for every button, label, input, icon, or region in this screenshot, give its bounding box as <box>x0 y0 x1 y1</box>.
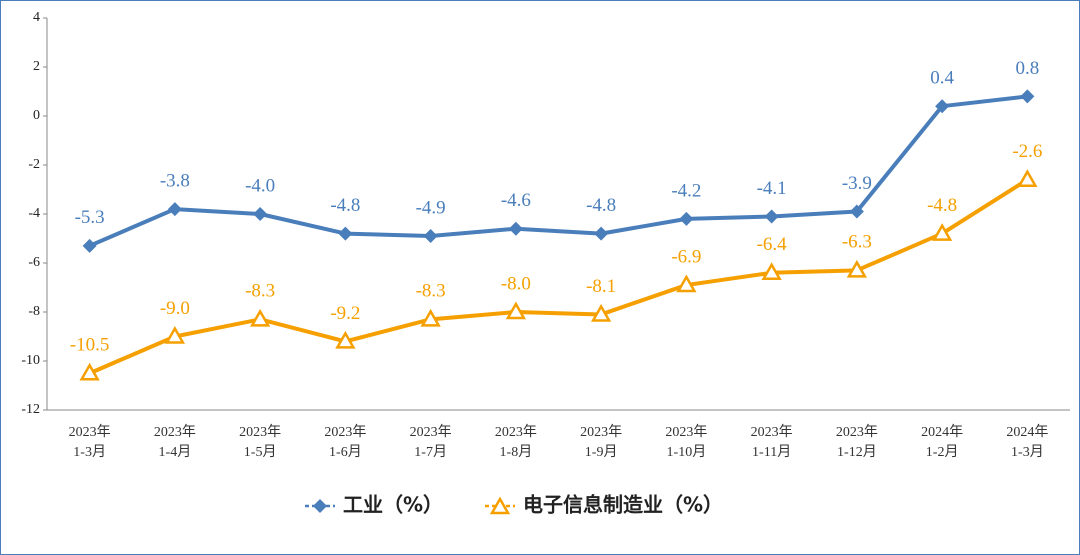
x-tick-label: 1-6月 <box>329 444 362 460</box>
marker <box>935 99 950 114</box>
marker <box>846 259 868 278</box>
x-tick-label: 2023年 <box>751 424 793 440</box>
x-tick-label: 1-8月 <box>500 444 533 460</box>
legend-label: 工业（%） <box>343 493 443 517</box>
y-tick-label: 0 <box>33 108 40 123</box>
value-label: -8.3 <box>245 281 275 302</box>
value-label: -5.3 <box>75 207 105 228</box>
value-label: -9.0 <box>160 298 190 319</box>
value-label: -8.1 <box>586 276 616 297</box>
value-label: -2.6 <box>1012 141 1042 162</box>
marker <box>420 308 441 327</box>
value-label: -4.0 <box>245 175 275 196</box>
marker <box>423 229 438 244</box>
marker <box>82 238 97 253</box>
series-line <box>88 94 1028 248</box>
x-tick-label: 2023年 <box>239 424 281 440</box>
marker <box>79 362 100 381</box>
value-label: -3.8 <box>160 170 190 191</box>
marker <box>590 303 612 322</box>
value-label: -4.9 <box>416 197 446 218</box>
marker <box>167 202 182 217</box>
x-tick-label: 2023年 <box>154 424 196 440</box>
value-label: -4.8 <box>927 195 957 216</box>
x-tick-label: 1-2月 <box>926 444 959 460</box>
x-tick-label: 1-9月 <box>585 444 618 460</box>
y-tick-label: -2 <box>28 157 40 172</box>
legend-marker <box>489 496 511 515</box>
value-label: -8.0 <box>501 273 531 294</box>
y-tick-label: -4 <box>28 206 40 221</box>
value-label: -10.5 <box>70 335 110 356</box>
x-tick-label: 2023年 <box>324 424 366 440</box>
x-tick-label: 1-3月 <box>73 444 106 460</box>
marker <box>253 207 268 221</box>
x-tick-label: 1-3月 <box>1011 444 1044 460</box>
marker <box>508 221 523 236</box>
marker <box>164 325 186 344</box>
y-tick-label: 4 <box>33 10 40 25</box>
x-tick-label: 1-10月 <box>667 444 707 460</box>
legend-label: 电子信息制造业（%） <box>523 493 723 517</box>
x-tick-label: 2024年 <box>1006 424 1048 440</box>
marker <box>1017 169 1038 187</box>
value-label: -6.3 <box>842 232 872 253</box>
x-tick-label: 1-5月 <box>244 444 277 460</box>
x-tick-label: 1-12月 <box>837 444 877 460</box>
x-tick-label: 2023年 <box>410 424 452 440</box>
value-label: -6.4 <box>757 234 788 255</box>
value-label: -4.8 <box>586 195 616 216</box>
y-tick-label: -6 <box>28 255 40 270</box>
series-line <box>88 178 1029 376</box>
value-label: -3.9 <box>842 173 872 194</box>
y-tick-label: -10 <box>21 353 40 368</box>
x-tick-label: 2023年 <box>665 424 707 440</box>
y-tick-label: -12 <box>21 402 40 417</box>
value-label: 0.8 <box>1016 58 1040 79</box>
legend-marker <box>313 499 327 513</box>
marker <box>249 308 271 327</box>
x-tick-label: 1-4月 <box>159 444 192 460</box>
x-tick-label: 2023年 <box>836 424 878 440</box>
marker <box>505 301 527 320</box>
marker <box>676 274 697 293</box>
y-tick-label: 2 <box>33 59 40 74</box>
x-tick-label: 2024年 <box>921 424 963 440</box>
x-tick-label: 2023年 <box>495 424 537 440</box>
marker <box>1020 89 1035 104</box>
value-label: -6.9 <box>671 246 701 267</box>
value-label: -4.6 <box>501 190 531 211</box>
marker <box>931 223 953 241</box>
x-tick-label: 2023年 <box>580 424 622 440</box>
value-label: -4.1 <box>757 178 787 199</box>
x-tick-label: 1-7月 <box>414 444 447 460</box>
x-tick-label: 1-11月 <box>752 444 791 460</box>
value-label: -9.2 <box>330 303 360 324</box>
marker <box>764 209 779 224</box>
marker <box>761 262 782 281</box>
x-tick-label: 2023年 <box>69 424 111 440</box>
value-label: -4.8 <box>330 195 360 216</box>
value-label: -4.2 <box>671 180 701 201</box>
value-label: -8.3 <box>416 281 446 302</box>
marker <box>849 204 864 219</box>
marker <box>335 330 356 349</box>
marker <box>594 226 609 241</box>
marker <box>338 226 353 241</box>
marker <box>679 211 694 226</box>
value-label: 0.4 <box>930 68 954 89</box>
y-tick-label: -8 <box>28 304 40 319</box>
